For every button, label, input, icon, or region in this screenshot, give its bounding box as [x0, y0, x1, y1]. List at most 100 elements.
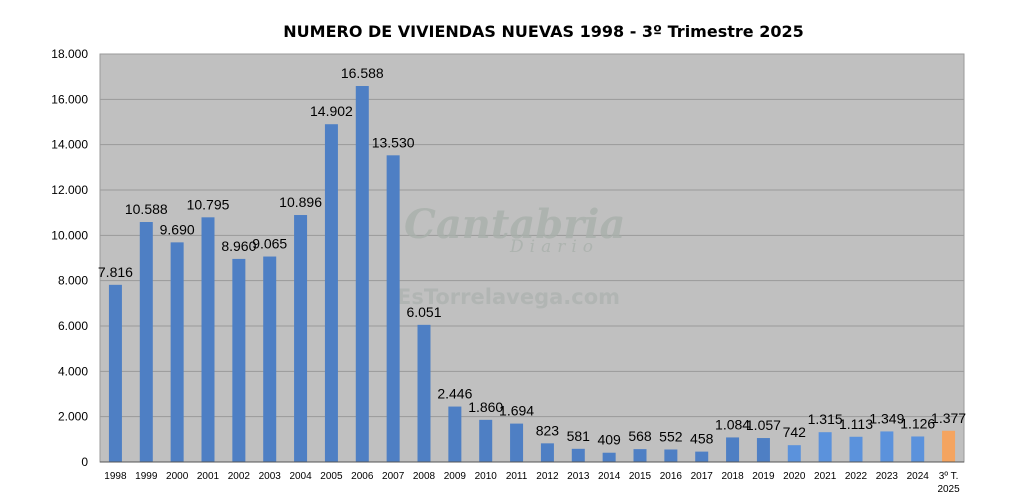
x-tick-label: 2009 — [444, 471, 467, 482]
bar — [787, 445, 801, 462]
x-tick-label: 2012 — [536, 471, 559, 482]
bar — [139, 222, 153, 462]
plot-area — [99, 53, 965, 463]
data-label: 9.065 — [252, 236, 287, 252]
bar — [942, 430, 956, 462]
bars — [108, 86, 956, 462]
data-label: 7.816 — [98, 264, 133, 280]
y-tick-label: 18.000 — [51, 47, 88, 61]
bar — [633, 449, 647, 462]
watermark-sub: Diario — [509, 237, 599, 257]
x-tick-label: 2018 — [721, 471, 744, 482]
bar — [417, 324, 431, 462]
data-label: 14.902 — [310, 103, 353, 119]
bar — [355, 86, 369, 462]
bar — [756, 438, 770, 462]
data-label: 409 — [597, 432, 621, 448]
bar — [540, 443, 554, 462]
bar — [479, 419, 493, 462]
data-label: 13.530 — [372, 134, 415, 150]
y-tick-label: 4.000 — [58, 364, 88, 378]
data-label: 10.896 — [279, 194, 322, 210]
watermark-brand: Cantabria — [404, 201, 625, 248]
y-tick-label: 16.000 — [51, 92, 88, 106]
x-tick-label: 2010 — [475, 471, 498, 482]
data-label: 458 — [690, 431, 714, 447]
x-tick-label: 2024 — [907, 471, 930, 482]
data-label: 1.113 — [839, 416, 873, 432]
x-tick-label: 1999 — [135, 471, 158, 482]
watermark: Cantabria Diario EsTorrelavega.com — [397, 201, 625, 309]
bar — [324, 124, 338, 462]
data-label: 6.051 — [406, 304, 441, 320]
y-tick-label: 12.000 — [51, 183, 88, 197]
bar — [818, 432, 832, 462]
y-tick-label: 8.000 — [58, 274, 88, 288]
gridlines — [100, 98, 964, 418]
x-tick-label: 3º T. 2025 — [937, 471, 960, 495]
y-tick-label: 10.000 — [51, 228, 88, 242]
data-label: 1.315 — [808, 411, 843, 427]
x-tick-label: 2003 — [259, 471, 282, 482]
x-tick-label: 2008 — [413, 471, 436, 482]
data-label: 823 — [536, 422, 560, 438]
bar — [849, 436, 863, 462]
bar — [695, 451, 709, 462]
y-axis: 0 2.000 4.000 6.000 8.000 10.000 12.000 14.000 1… — [51, 47, 88, 469]
x-tick-label: 2004 — [289, 471, 312, 482]
y-tick-label: 0 — [81, 455, 88, 469]
x-tick-label: 2001 — [197, 471, 220, 482]
data-label: 10.588 — [125, 201, 168, 217]
watermark-site: EsTorrelavega.com — [397, 285, 620, 309]
data-label: 581 — [567, 428, 591, 444]
y-tick-label: 2.000 — [58, 410, 88, 424]
data-label: 16.588 — [341, 65, 384, 81]
x-tick-label: 2002 — [228, 471, 251, 482]
data-label: 552 — [659, 428, 683, 444]
bar — [664, 449, 678, 462]
x-tick-label: 2015 — [629, 471, 652, 482]
data-label: 1.349 — [869, 410, 904, 426]
bar — [726, 437, 740, 462]
x-tick-label: 2020 — [783, 471, 806, 482]
data-label: 8.960 — [221, 238, 256, 254]
x-tick-label: 2007 — [382, 471, 405, 482]
x-tick-label: 2021 — [814, 471, 837, 482]
data-label: 1.126 — [900, 415, 935, 431]
x-tick-label: 2022 — [845, 471, 868, 482]
bar — [263, 256, 277, 462]
bar — [108, 284, 122, 462]
bar — [170, 242, 184, 462]
data-label: 1.057 — [746, 417, 781, 433]
data-label: 1.084 — [715, 416, 750, 432]
x-tick-label: 2006 — [351, 471, 374, 482]
bar — [911, 436, 925, 462]
data-label: 1.377 — [931, 410, 966, 426]
data-label: 10.795 — [187, 196, 230, 212]
x-tick-label: 2014 — [598, 471, 621, 482]
x-tick-label: 2017 — [691, 471, 714, 482]
data-label: 1.694 — [499, 403, 534, 419]
bar — [294, 215, 308, 462]
data-label: 2.446 — [437, 386, 472, 402]
x-tick-label: 2013 — [567, 471, 590, 482]
x-tick-label: 2019 — [752, 471, 775, 482]
data-label: 1.860 — [468, 399, 503, 415]
x-tick-label: 2023 — [876, 471, 899, 482]
bar — [386, 155, 400, 462]
x-axis: 1998 1999 2000 2001 2002 2003 2004 2005 2006 2007… — [104, 471, 960, 495]
x-tick-label: 2000 — [166, 471, 189, 482]
bar — [571, 448, 585, 462]
data-label: 742 — [783, 424, 807, 440]
chart-title: NUMERO DE VIVIENDAS NUEVAS 1998 - 3º Tri… — [283, 22, 804, 41]
x-tick-label: 2016 — [660, 471, 683, 482]
bar — [510, 423, 524, 462]
y-tick-label: 14.000 — [51, 138, 88, 152]
bar — [201, 217, 215, 462]
data-label: 9.690 — [160, 221, 195, 237]
bar — [880, 431, 894, 462]
x-tick-label: 2005 — [320, 471, 343, 482]
